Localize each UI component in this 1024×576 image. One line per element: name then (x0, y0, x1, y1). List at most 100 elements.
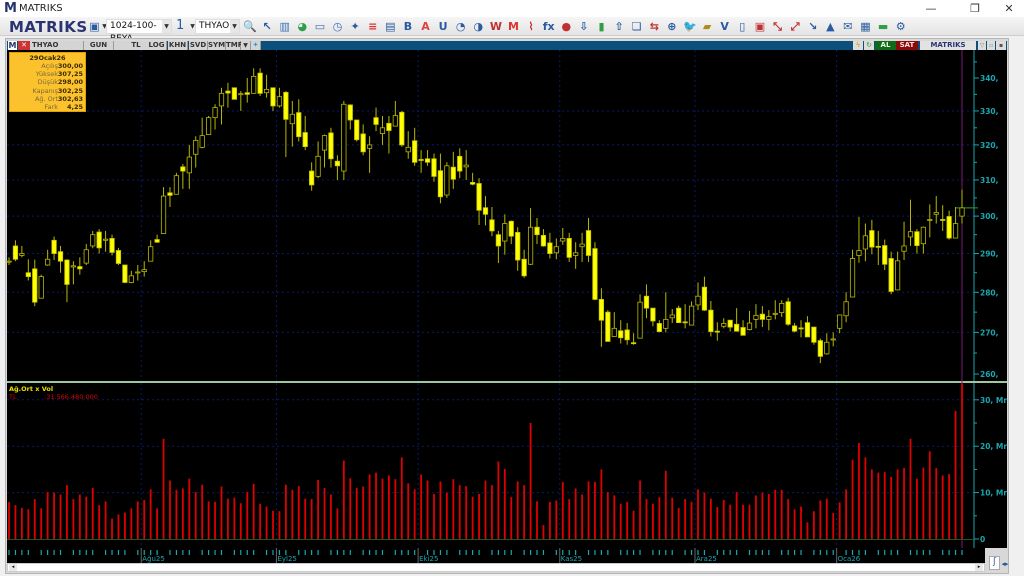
envelope-icon[interactable]: ✉ (843, 20, 853, 33)
download-icon[interactable]: ⇩ (579, 20, 589, 33)
panel-splitter[interactable] (7, 381, 1007, 383)
chart-brand-label: MATRIKS (920, 41, 976, 50)
cursor-tool-icon[interactable]: ↖ (262, 20, 272, 33)
layout-select[interactable]: 1024-100-BEYA ▼ (106, 19, 172, 44)
mail-m-icon[interactable]: M (508, 20, 519, 33)
scroll-left-icon[interactable]: ◂ (9, 564, 17, 571)
shrink-icon[interactable]: ⤡ (773, 20, 782, 33)
chart-minimize-icon[interactable]: ▽ (978, 41, 986, 50)
info-label: Ağ. Ort (34, 94, 58, 103)
minimize-button[interactable]: — (925, 2, 937, 15)
title-bar: M MATRIKS — ❐ ✕ (0, 0, 1024, 17)
upload-icon[interactable]: ⇧ (614, 20, 624, 33)
scroll-arrows-icon[interactable]: ◂▸ (1001, 560, 1009, 568)
chart-link-icon[interactable]: ʃ (989, 556, 1000, 570)
refresh-icon[interactable]: ↻ (864, 41, 874, 50)
list-icon[interactable]: ≡ (368, 20, 378, 33)
settings-icon[interactable]: ⚙ (895, 20, 906, 33)
chart-tab-log[interactable]: LOG (147, 41, 167, 50)
search-globe-icon[interactable]: ⊕ (667, 20, 677, 33)
world-icon[interactable]: W (489, 20, 502, 33)
function-icon[interactable]: fx (542, 20, 555, 33)
buy-button[interactable]: AL (875, 41, 896, 50)
handshake-icon[interactable]: ✦ (350, 20, 360, 33)
chart-restore-icon[interactable]: ▫ (987, 41, 995, 50)
sell-button[interactable]: SAT (896, 41, 918, 50)
volume-unit: TL (9, 393, 17, 401)
price-chart-panel[interactable] (7, 50, 1007, 382)
arrow-down-right-icon[interactable]: ↘ (808, 20, 818, 33)
ohlc-info-box: 29Ocak26 Açılış 300,00 Yüksek 307,25 Düşük 29… (9, 52, 86, 112)
scroll-right-icon[interactable]: ▸ (975, 564, 983, 571)
chart-header-bar (7, 41, 1007, 50)
pie-icon[interactable]: ◕ (297, 20, 308, 33)
info-value: 302,25 (57, 86, 83, 95)
info-row: Düşük 298,00 (12, 78, 84, 86)
news-icon[interactable]: ▤ (385, 20, 396, 33)
symbol-select-value: THYAO (199, 21, 230, 31)
twitter-icon[interactable]: 🐦 (683, 20, 697, 33)
line-chart-icon[interactable]: ⌇ (528, 20, 534, 33)
screen-icon[interactable]: ▣ (754, 20, 766, 33)
chevron-down-icon[interactable]: ▼ (162, 20, 171, 33)
flag-icon[interactable]: ✕ (18, 41, 30, 50)
window-title: MATRIKS (19, 3, 63, 14)
info-row: Yüksek 307,25 (12, 70, 84, 78)
horizontal-scrollbar[interactable]: ◂ ▸ (7, 563, 985, 572)
chart-tab-khn[interactable]: KHN (168, 41, 188, 50)
matriks-m-icon[interactable]: M (8, 41, 17, 50)
save-icon[interactable]: ▣ (89, 20, 100, 33)
chart-symbol-tab[interactable]: THYAO (30, 41, 84, 50)
twitter-icon[interactable]: ✦ (251, 41, 261, 50)
info-value: 300,00 (57, 62, 83, 70)
bold-b-icon[interactable]: B (403, 20, 413, 33)
speed-icon[interactable]: ◔ (455, 20, 466, 33)
user-icon[interactable]: ● (561, 20, 572, 33)
book-icon[interactable]: ▰ (702, 20, 712, 33)
app-logo-icon: M (4, 1, 17, 16)
chart-tab-sym[interactable]: SYM (208, 41, 226, 50)
bell-icon[interactable]: ▲ (826, 20, 835, 33)
info-row: Kapanış 302,25 (12, 87, 84, 95)
calculator-icon[interactable]: ▦ (860, 20, 871, 33)
tabs-dropdown-icon[interactable]: ▼ (241, 41, 251, 50)
traffic-light-icon[interactable]: ▮ (598, 20, 605, 33)
chart-tab-tmp[interactable]: TMP (226, 41, 243, 50)
monitor-icon[interactable]: ▭ (314, 20, 326, 33)
window-number[interactable]: 1 (176, 18, 185, 33)
info-label: Açılış (41, 62, 58, 70)
info-label: Düşük (37, 78, 58, 87)
chart-close-icon[interactable]: ▪ (996, 41, 1006, 50)
chevron-down-icon[interactable]: ▼ (230, 20, 239, 33)
expand-icon[interactable]: ⤢ (790, 20, 800, 33)
info-date: 29Ocak26 (29, 54, 66, 62)
document-icon[interactable]: ▯ (739, 20, 746, 33)
copy-icon[interactable]: ❏ (631, 20, 642, 33)
v-icon[interactable]: V (720, 20, 729, 33)
symbol-select[interactable]: THYAO ▼ (195, 19, 240, 34)
volume-value: :31.566.480.000 (44, 393, 98, 401)
chart-tab-gun[interactable]: GUN (84, 41, 114, 50)
brand-logo: MATRIKS (9, 18, 88, 36)
clock-icon[interactable]: ◷ (332, 20, 343, 33)
volume-panel[interactable] (7, 383, 1007, 548)
info-label: Yüksek (35, 70, 58, 79)
close-button[interactable]: ✕ (1004, 2, 1014, 15)
gauge-icon[interactable]: ◑ (473, 20, 484, 33)
info-value: 298,00 (57, 78, 83, 87)
exchange-icon[interactable]: ⇆ (649, 20, 659, 33)
maximize-button[interactable]: ❐ (970, 2, 980, 15)
zoom-icon[interactable]: 🔍 (243, 20, 257, 33)
info-value: 307,25 (57, 70, 83, 79)
chart-type-icon[interactable]: ▥ (279, 20, 290, 33)
chat-icon[interactable]: ▬ (877, 20, 889, 33)
font-a-icon[interactable]: A (421, 20, 430, 33)
info-label: Kapanış (32, 86, 58, 95)
lightning-icon[interactable]: ϟ (853, 41, 863, 50)
chart-tab-svd[interactable]: SVD (189, 41, 208, 50)
window-number-dropdown-icon[interactable]: ▼ (190, 23, 195, 30)
underline-u-icon[interactable]: U (438, 20, 448, 33)
info-label: Fark (44, 103, 58, 111)
save-dropdown-icon[interactable]: ▼ (102, 23, 107, 30)
date-axis (7, 548, 985, 563)
